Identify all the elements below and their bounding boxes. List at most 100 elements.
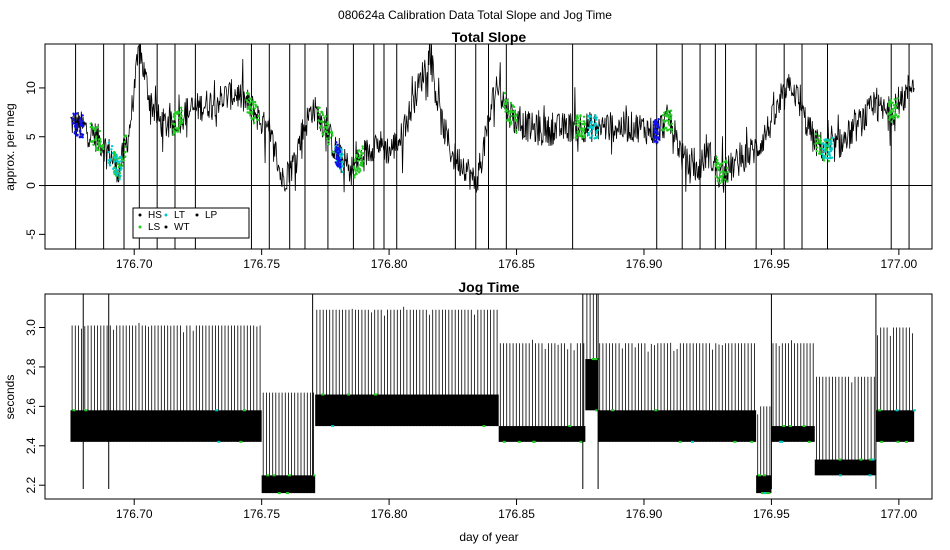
lt-point bbox=[120, 159, 123, 163]
jog-time-marker bbox=[880, 440, 884, 443]
blue-point bbox=[655, 129, 658, 132]
blue-point bbox=[653, 123, 656, 127]
ls-point bbox=[582, 122, 585, 126]
jog-time-lines bbox=[316, 306, 498, 427]
blue-point bbox=[336, 165, 340, 168]
ls-point bbox=[358, 149, 361, 152]
y-tick-label: 2.6 bbox=[24, 398, 38, 415]
legend-marker bbox=[195, 213, 199, 217]
ls-point bbox=[663, 126, 667, 130]
jog-time-lines bbox=[71, 323, 261, 442]
x-tick-label: 176.85 bbox=[498, 507, 535, 521]
ls-point bbox=[670, 122, 673, 125]
jog-time-y-axis: 2.2 2.4 2.6 2.8 3.0 bbox=[24, 319, 46, 494]
ls-point bbox=[96, 126, 99, 129]
ls-point bbox=[667, 122, 670, 125]
ls-point bbox=[325, 125, 329, 129]
ls-point bbox=[356, 167, 359, 170]
ls-point bbox=[825, 148, 829, 152]
blue-point bbox=[71, 117, 75, 120]
x-tick-label: 177.00 bbox=[881, 257, 918, 271]
ls-point bbox=[892, 117, 896, 120]
jog-time-lines bbox=[816, 376, 875, 476]
ls-point bbox=[250, 107, 253, 111]
ls-point bbox=[717, 168, 720, 172]
x-tick-label: 176.80 bbox=[371, 257, 408, 271]
ls-point bbox=[181, 118, 184, 121]
ls-point bbox=[725, 166, 729, 170]
blue-point bbox=[335, 141, 338, 144]
ls-point bbox=[176, 130, 180, 133]
ls-point bbox=[503, 102, 507, 105]
jog-time-marker bbox=[807, 440, 811, 443]
jog-time-marker bbox=[896, 440, 900, 443]
total-slope-y-axis: -5 0 5 10 bbox=[24, 81, 46, 240]
jog-time-marker bbox=[277, 492, 281, 495]
ls-point bbox=[719, 171, 722, 174]
lt-point bbox=[824, 143, 828, 146]
ls-point bbox=[894, 112, 897, 116]
jog-time-marker bbox=[868, 474, 872, 477]
legend-label: HS bbox=[148, 210, 162, 221]
ls-point bbox=[353, 173, 356, 177]
ls-point bbox=[514, 119, 518, 123]
ls-point bbox=[574, 133, 578, 136]
jog-time-marker bbox=[871, 458, 875, 461]
blue-point bbox=[78, 121, 82, 124]
ls-point bbox=[824, 140, 827, 143]
legend-marker bbox=[138, 213, 142, 217]
ls-point bbox=[360, 162, 364, 166]
jog-time-lines bbox=[499, 339, 585, 442]
ls-point bbox=[359, 150, 363, 154]
ls-point bbox=[361, 147, 365, 150]
jog-time-marker bbox=[733, 440, 737, 443]
ls-point bbox=[327, 139, 330, 143]
jog-time-marker bbox=[242, 409, 246, 412]
ls-point bbox=[574, 136, 577, 139]
blue-point bbox=[82, 125, 85, 128]
lt-point bbox=[592, 116, 596, 120]
ls-point bbox=[720, 180, 724, 183]
lt-point bbox=[829, 156, 832, 160]
ls-point bbox=[362, 160, 365, 163]
ls-point bbox=[579, 120, 582, 123]
ls-point bbox=[894, 107, 898, 110]
y-tick-label: -5 bbox=[24, 229, 38, 240]
blue-point bbox=[78, 130, 82, 133]
ls-point bbox=[354, 168, 357, 171]
ls-point bbox=[888, 118, 891, 121]
x-tick-label: 176.75 bbox=[243, 257, 280, 271]
lt-point bbox=[594, 114, 597, 117]
ls-point bbox=[890, 120, 894, 123]
lt-point bbox=[107, 151, 111, 154]
lt-point bbox=[830, 146, 833, 149]
blue-point bbox=[74, 129, 77, 133]
ls-point bbox=[175, 112, 178, 115]
ls-point bbox=[318, 126, 322, 129]
ls-point bbox=[250, 100, 253, 103]
lt-point bbox=[107, 141, 111, 144]
jog-time-marker bbox=[690, 440, 694, 443]
lt-point bbox=[589, 130, 593, 133]
blue-point bbox=[79, 117, 82, 120]
ls-point bbox=[718, 163, 722, 166]
blue-point bbox=[75, 133, 79, 137]
ls-point bbox=[178, 123, 181, 127]
ls-point bbox=[95, 135, 98, 138]
lt-point bbox=[111, 151, 114, 155]
lt-point bbox=[108, 164, 112, 167]
lt-point bbox=[112, 170, 116, 174]
ls-point bbox=[246, 111, 249, 114]
ls-point bbox=[582, 130, 586, 133]
jog-time-marker bbox=[568, 425, 572, 428]
legend-box bbox=[132, 207, 250, 239]
ls-point bbox=[92, 143, 95, 146]
ls-point bbox=[94, 147, 98, 150]
ls-point bbox=[123, 135, 127, 138]
ls-point bbox=[666, 109, 669, 112]
ls-point bbox=[725, 161, 729, 164]
lt-point bbox=[107, 161, 111, 165]
ls-point bbox=[92, 127, 95, 130]
ls-point bbox=[718, 176, 721, 179]
